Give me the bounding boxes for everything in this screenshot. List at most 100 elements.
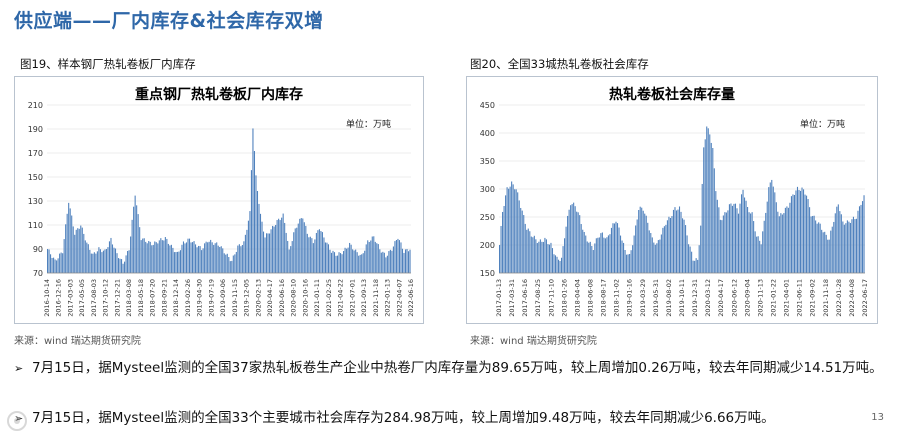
bar — [606, 237, 608, 273]
bar — [297, 223, 299, 273]
bar — [816, 223, 818, 273]
bar — [557, 259, 560, 273]
x-tick-label: 2019-05-31 — [652, 279, 660, 317]
x-tick-label: 2021-11-18 — [822, 279, 830, 317]
x-tick-label: 2017-12-21 — [113, 279, 121, 317]
bar — [83, 233, 85, 273]
bar — [603, 237, 605, 273]
bar — [736, 208, 738, 273]
bar — [333, 252, 336, 273]
bar — [335, 255, 337, 273]
bar — [383, 252, 385, 273]
bar — [861, 201, 864, 273]
x-tick-label: 2019-07-19 — [207, 279, 215, 317]
x-tick-label: 2022-06-17 — [861, 279, 869, 317]
x-tick-label: 2016-12-16 — [55, 279, 63, 317]
bar — [108, 241, 111, 273]
bar — [810, 216, 812, 273]
bar — [276, 220, 278, 273]
bar — [261, 221, 263, 273]
bar — [136, 205, 138, 273]
bar — [96, 251, 98, 273]
bar — [533, 235, 535, 273]
x-tick-label: 2021-04-22 — [337, 279, 345, 317]
bar — [554, 255, 557, 273]
bar — [329, 249, 331, 273]
bar — [181, 244, 183, 273]
bar — [780, 213, 782, 273]
bar — [668, 216, 670, 273]
bar — [654, 244, 656, 273]
bullet-arrow-icon: ➢ — [14, 408, 32, 429]
bar — [359, 254, 361, 273]
right-figure-caption: 图20、全国33城热轧卷板社会库存 — [470, 57, 649, 71]
bar — [728, 204, 730, 273]
bar — [712, 147, 714, 273]
bar — [804, 194, 806, 273]
x-tick-label: 2016-10-14 — [43, 279, 51, 317]
bar — [273, 226, 275, 273]
x-tick-label: 2019-08-02 — [665, 279, 673, 317]
bar — [656, 243, 658, 273]
bar — [143, 238, 145, 273]
x-tick-label: 2017-06-16 — [521, 279, 529, 317]
x-tick-label: 2021-11-18 — [372, 279, 380, 317]
bar — [598, 237, 600, 273]
bar — [536, 243, 538, 273]
bar — [195, 244, 197, 273]
bar — [148, 241, 150, 273]
bar — [99, 249, 101, 273]
bar — [579, 215, 581, 273]
bar — [802, 189, 805, 273]
bar — [582, 229, 584, 273]
bar — [220, 246, 222, 273]
bar — [545, 239, 547, 273]
bar — [851, 219, 853, 273]
bar — [848, 221, 850, 273]
x-tick-label: 2020-04-17 — [266, 279, 274, 317]
bar — [349, 242, 351, 273]
bar — [798, 189, 800, 273]
bar — [619, 235, 622, 273]
bar — [104, 249, 106, 273]
bar — [725, 212, 727, 273]
bar — [207, 242, 209, 273]
bullet-item-1: ➢ 7月15日，据Mysteel监测的全国37家热轧板卷生产企业中热卷厂内库存量为… — [14, 358, 889, 379]
bar — [385, 257, 387, 273]
bar — [125, 255, 127, 273]
bar — [90, 253, 92, 273]
bar — [765, 212, 767, 273]
bar — [250, 170, 252, 273]
x-tick-label: 2019-01-16 — [626, 279, 634, 317]
bar — [404, 249, 407, 273]
x-tick-label: 2021-07-01 — [348, 279, 356, 317]
bar — [323, 237, 325, 273]
bar — [577, 212, 579, 273]
bar — [663, 226, 665, 273]
bar — [669, 218, 671, 273]
bar — [706, 126, 708, 273]
bar — [382, 251, 384, 273]
bar — [641, 207, 643, 273]
bar — [520, 207, 522, 273]
bar — [795, 190, 797, 273]
bar — [597, 237, 599, 273]
bar — [639, 206, 641, 273]
bar — [105, 249, 107, 273]
bar — [565, 226, 567, 273]
bar — [93, 252, 95, 273]
bar — [750, 213, 752, 273]
bar — [827, 239, 829, 273]
bar — [51, 257, 53, 273]
y-tick-label: 130 — [28, 197, 43, 206]
bar — [846, 220, 848, 273]
bar — [140, 240, 142, 273]
x-tick-label: 2017-01-13 — [495, 279, 503, 317]
bar — [119, 258, 121, 273]
bar — [176, 251, 178, 273]
x-tick-label: 2022-01-28 — [835, 279, 843, 317]
bar — [327, 244, 330, 273]
bar — [586, 241, 588, 273]
bar — [139, 227, 141, 273]
x-tick-label: 2021-04-01 — [783, 279, 791, 317]
